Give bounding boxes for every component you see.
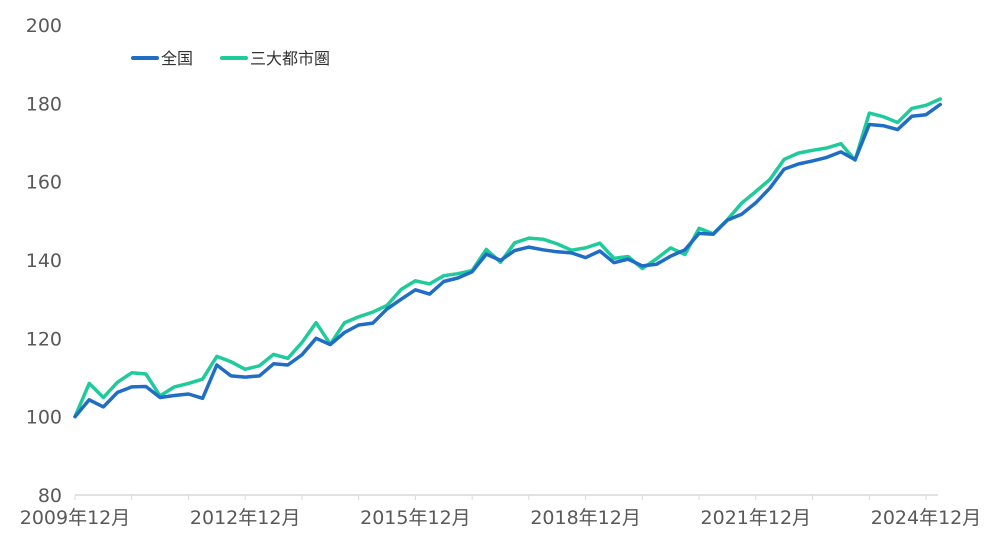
x-tick-label: 2012年12月 <box>190 507 301 529</box>
y-axis: 80 100 120 140 160 180 200 <box>26 15 62 507</box>
y-tick-label: 80 <box>38 485 62 507</box>
x-tick-label: 2021年12月 <box>701 507 812 529</box>
y-tick-label: 180 <box>26 93 62 115</box>
series-line <box>73 102 942 419</box>
legend: 全国 三大都市圏 <box>131 49 330 68</box>
legend-label: 三大都市圏 <box>250 49 330 68</box>
x-tick-label: 2015年12月 <box>360 507 471 529</box>
y-tick-label: 140 <box>26 250 62 272</box>
y-tick-label: 200 <box>26 15 62 37</box>
y-tick-label: 100 <box>26 407 62 429</box>
series-line <box>73 97 942 419</box>
x-tick-label: 2024年12月 <box>871 507 982 529</box>
x-tick-label: 2009年12月 <box>20 507 131 529</box>
x-axis: 2009年12月 2012年12月 2015年12月 2018年12月 2021年12月… <box>20 494 982 529</box>
series-layer <box>73 97 942 419</box>
y-tick-label: 120 <box>26 328 62 350</box>
legend-label: 全国 <box>161 49 193 68</box>
x-tick-label: 2018年12月 <box>530 507 641 529</box>
y-tick-label: 160 <box>26 172 62 194</box>
